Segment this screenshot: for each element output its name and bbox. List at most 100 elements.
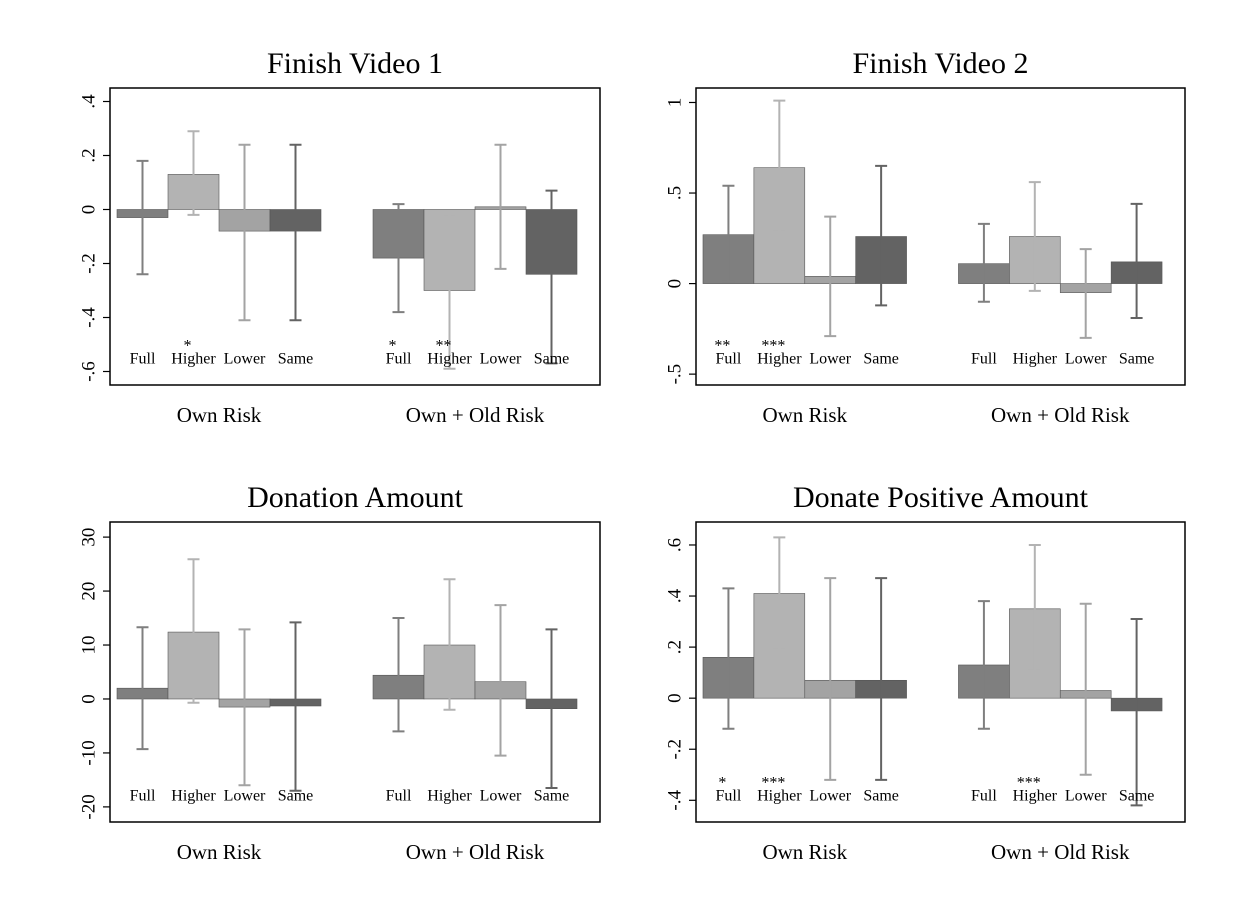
y-tick-label: .2 [664, 640, 685, 654]
category-label: Same [278, 351, 314, 368]
category-label: Higher [1013, 788, 1058, 805]
error-bar [494, 143, 507, 270]
error-bar [722, 587, 735, 730]
category-label: Same [534, 788, 570, 805]
error-bar [289, 143, 302, 322]
y-tick-label: 0 [78, 694, 99, 704]
category-label: Lower [224, 788, 266, 805]
error-bar [824, 577, 837, 781]
category-label: Full [386, 788, 412, 805]
error-bar [545, 189, 558, 365]
y-tick-label: 1 [664, 98, 685, 108]
error-bar [187, 130, 200, 216]
error-bar [773, 536, 786, 651]
category-label: Full [971, 788, 997, 805]
error-bar [494, 604, 507, 757]
error-bar [392, 203, 405, 314]
category-label: Higher [171, 788, 216, 805]
error-bar [1130, 202, 1143, 319]
error-bar [773, 99, 786, 233]
category-label: Same [1119, 788, 1155, 805]
error-bar [238, 628, 251, 787]
category-label: Same [534, 351, 570, 368]
group-label: Own Risk [177, 403, 262, 427]
error-bar [545, 628, 558, 790]
y-tick-label: 20 [78, 582, 99, 601]
error-bar [1079, 248, 1092, 339]
category-label: Full [716, 788, 742, 805]
significance-stars: * [718, 775, 726, 792]
y-tick-label: -.4 [664, 790, 685, 811]
y-tick-label: 0 [664, 693, 685, 703]
error-bar [977, 600, 990, 730]
category-label: Lower [809, 788, 851, 805]
panel-title: Finish Video 1 [267, 47, 443, 80]
panel-title: Donate Positive Amount [793, 481, 1089, 514]
error-bar [443, 578, 456, 711]
category-label: Lower [1065, 788, 1107, 805]
error-bar [722, 184, 735, 283]
significance-stars: * [389, 338, 397, 355]
significance-stars: * [184, 338, 192, 355]
plot-frame [109, 87, 601, 386]
category-label: Higher [171, 351, 216, 368]
category-label: Same [863, 788, 899, 805]
category-label: Same [863, 351, 899, 368]
y-tick-label: 30 [78, 528, 99, 547]
error-bar [1079, 602, 1092, 776]
group-label: Own + Old Risk [991, 403, 1130, 427]
error-bar [977, 222, 990, 303]
y-tick-label: -10 [78, 740, 99, 765]
category-label: Higher [427, 788, 472, 805]
y-tick-label: .4 [78, 94, 99, 109]
category-label: Lower [1065, 351, 1107, 368]
y-tick-label: .6 [664, 538, 685, 552]
category-label: Full [971, 351, 997, 368]
group-label: Own + Old Risk [406, 840, 545, 864]
error-bar [1028, 181, 1041, 292]
error-bar [1028, 543, 1041, 672]
y-tick-label: -.2 [78, 253, 99, 274]
error-bar [824, 215, 837, 338]
category-label: Same [1119, 351, 1155, 368]
category-label: Higher [427, 351, 472, 368]
category-label: Full [130, 788, 156, 805]
plot-frame [695, 87, 1186, 386]
significance-stars: *** [761, 338, 785, 355]
error-bar [289, 621, 302, 792]
group-label: Own + Old Risk [991, 840, 1130, 864]
y-tick-label: -.4 [78, 307, 99, 328]
y-tick-label: 0 [78, 205, 99, 215]
error-bar [238, 143, 251, 322]
y-tick-label: 10 [78, 636, 99, 655]
panel-title: Finish Video 2 [852, 47, 1028, 80]
error-bar [392, 617, 405, 733]
y-tick-label: -.2 [664, 739, 685, 760]
category-label: Lower [480, 351, 522, 368]
error-bar [187, 558, 200, 704]
significance-stars: *** [761, 775, 785, 792]
group-label: Own + Old Risk [406, 403, 545, 427]
error-bar [1130, 618, 1143, 807]
category-label: Higher [757, 351, 802, 368]
significance-stars: ** [714, 338, 730, 355]
group-label: Own Risk [177, 840, 262, 864]
significance-stars: *** [1017, 775, 1041, 792]
panel-title: Donation Amount [247, 481, 463, 514]
plot-frame [109, 521, 601, 823]
group-label: Own Risk [762, 840, 847, 864]
y-tick-label: .4 [664, 588, 685, 603]
category-label: Higher [1013, 351, 1058, 368]
error-bar [875, 577, 888, 781]
y-tick-label: .2 [78, 148, 99, 162]
y-tick-label: -20 [78, 794, 99, 819]
significance-stars: ** [436, 338, 452, 355]
category-label: Full [130, 351, 156, 368]
y-tick-label: -.5 [664, 364, 685, 385]
category-label: Full [716, 351, 742, 368]
group-label: Own Risk [762, 403, 847, 427]
category-label: Lower [809, 351, 851, 368]
y-tick-label: -.6 [78, 361, 99, 382]
error-bar [136, 626, 149, 751]
